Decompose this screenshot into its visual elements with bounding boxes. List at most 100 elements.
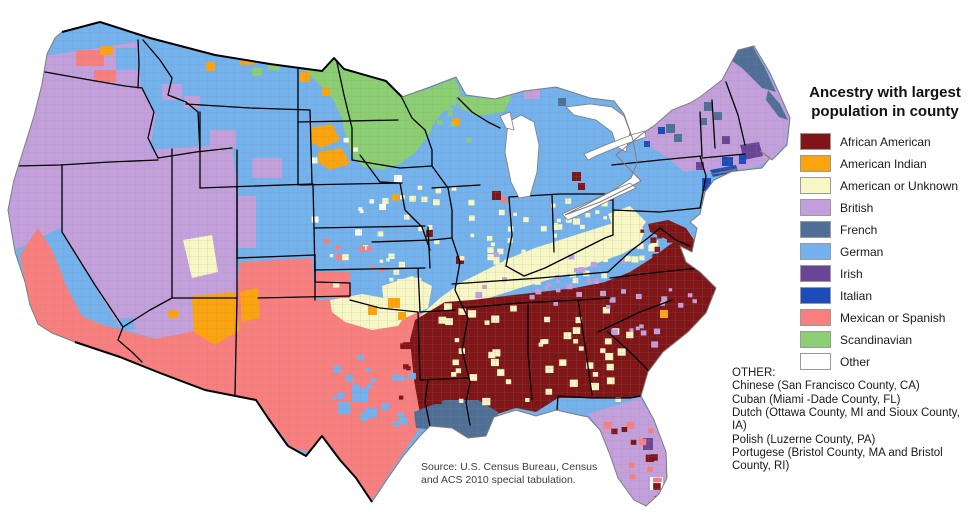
legend-label-african_american: African American xyxy=(840,134,931,149)
legend-label-irish: Irish xyxy=(840,266,863,281)
great-lake xyxy=(504,114,540,199)
state-border xyxy=(609,267,701,279)
legend-swatch-mexican_spanish xyxy=(800,309,831,326)
legend-row-irish: Irish xyxy=(800,263,970,285)
legend-swatch-american_unknown xyxy=(800,177,831,194)
legend-swatch-french xyxy=(800,221,831,238)
state-border xyxy=(431,184,481,189)
legend-swatch-scandinavian xyxy=(800,331,831,348)
state-borders-layer xyxy=(15,39,746,427)
county-texture-overlay xyxy=(8,22,790,506)
state-border xyxy=(612,207,701,213)
legend-label-german: German xyxy=(840,244,884,259)
legend-row-italian: Italian xyxy=(800,285,970,307)
legend-row-mexican_spanish: Mexican or Spanish xyxy=(800,307,970,329)
state-border xyxy=(236,254,316,259)
state-border xyxy=(607,227,661,273)
state-border xyxy=(257,295,351,299)
legend-row-other: Other xyxy=(800,351,970,373)
legend-row-scandinavian: Scandinavian xyxy=(800,329,970,351)
legend-title: Ancestry with largest population in coun… xyxy=(809,84,961,120)
legend-label-british: British xyxy=(840,200,874,215)
state-border xyxy=(117,326,143,363)
state-border xyxy=(314,261,351,297)
state-border xyxy=(577,299,593,396)
canada-border xyxy=(61,21,403,98)
state-border xyxy=(157,147,233,159)
other-note-line: Chinese (San Francisco County, CA) xyxy=(732,380,920,393)
state-border xyxy=(122,297,173,328)
other-note-line: Polish (Luzerne County, PA) xyxy=(732,433,876,446)
other-note-lines: Chinese (San Francisco County, CA) Cuban … xyxy=(732,380,970,473)
state-border xyxy=(711,99,716,149)
legend-row-american_unknown: American or Unknown xyxy=(800,175,970,197)
legend-swatch-american_indian xyxy=(800,155,831,172)
other-ancestries-note: OTHER: Chinese (San Francisco County, CA… xyxy=(732,367,970,474)
state-border xyxy=(699,155,707,209)
state-border xyxy=(431,165,471,426)
mexico-border xyxy=(74,341,373,503)
state-border xyxy=(297,119,399,123)
state-border xyxy=(419,309,456,313)
state-border xyxy=(424,379,431,427)
legend-swatch-german xyxy=(800,243,831,260)
legend-label-french: French xyxy=(840,222,878,237)
state-border xyxy=(461,297,611,309)
legend-swatch-british xyxy=(800,199,831,216)
great-lake xyxy=(565,103,631,153)
legend-row-german: German xyxy=(800,241,970,263)
state-border xyxy=(607,331,649,371)
state-border xyxy=(61,231,124,328)
state-border xyxy=(417,311,421,381)
state-border xyxy=(199,183,313,189)
state-border xyxy=(335,57,353,129)
legend-swatch-other xyxy=(800,353,831,370)
legend-label-scandinavian: Scandinavian xyxy=(840,332,913,347)
legend-row-african_american: African American xyxy=(800,131,970,153)
legend: Ancestry with largest population in coun… xyxy=(800,84,970,373)
state-border xyxy=(505,234,614,277)
state-border xyxy=(591,395,642,399)
legend-row-american_indian: American Indian xyxy=(800,153,970,175)
legend-label-american_indian: American Indian xyxy=(840,156,927,171)
state-border xyxy=(137,39,140,89)
state-border xyxy=(359,154,431,251)
state-border xyxy=(314,267,426,271)
legend-swatch-african_american xyxy=(800,133,831,150)
state-border xyxy=(44,71,143,89)
legend-swatch-italian xyxy=(800,287,831,304)
state-border xyxy=(457,97,501,129)
legend-label-other: Other xyxy=(840,354,871,369)
other-note-line: Dutch (Ottawa County, MI and Sioux Count… xyxy=(732,406,960,433)
state-border xyxy=(351,127,433,169)
source-note: Source: U.S. Census Bureau, Census and A… xyxy=(421,461,598,487)
state-border xyxy=(349,299,419,313)
state-border xyxy=(699,111,703,157)
state-border xyxy=(701,153,746,159)
state-border xyxy=(299,182,403,186)
state-border xyxy=(725,81,746,146)
legend-label-american_unknown: American or Unknown xyxy=(840,178,959,193)
state-border xyxy=(185,103,311,111)
state-border xyxy=(556,395,593,411)
state-border xyxy=(427,226,431,269)
other-note-line: Portugese (Bristol County, MA and Bristo… xyxy=(732,446,943,473)
legend-items: African American American Indian American … xyxy=(800,131,970,373)
state-border xyxy=(611,155,703,166)
other-note-line: Cuban (Miami -Dade County, FL) xyxy=(732,393,901,406)
state-border xyxy=(527,304,533,401)
legend-swatch-irish xyxy=(800,265,831,282)
great-lake xyxy=(583,130,647,161)
great-lake xyxy=(561,182,637,221)
state-border xyxy=(141,87,159,159)
legend-row-french: French xyxy=(800,219,970,241)
legend-row-british: British xyxy=(800,197,970,219)
state-border xyxy=(314,225,426,229)
state-border xyxy=(597,299,673,333)
state-border xyxy=(659,227,691,247)
great-lake xyxy=(499,111,515,131)
state-border xyxy=(234,297,238,396)
state-border xyxy=(505,197,513,267)
